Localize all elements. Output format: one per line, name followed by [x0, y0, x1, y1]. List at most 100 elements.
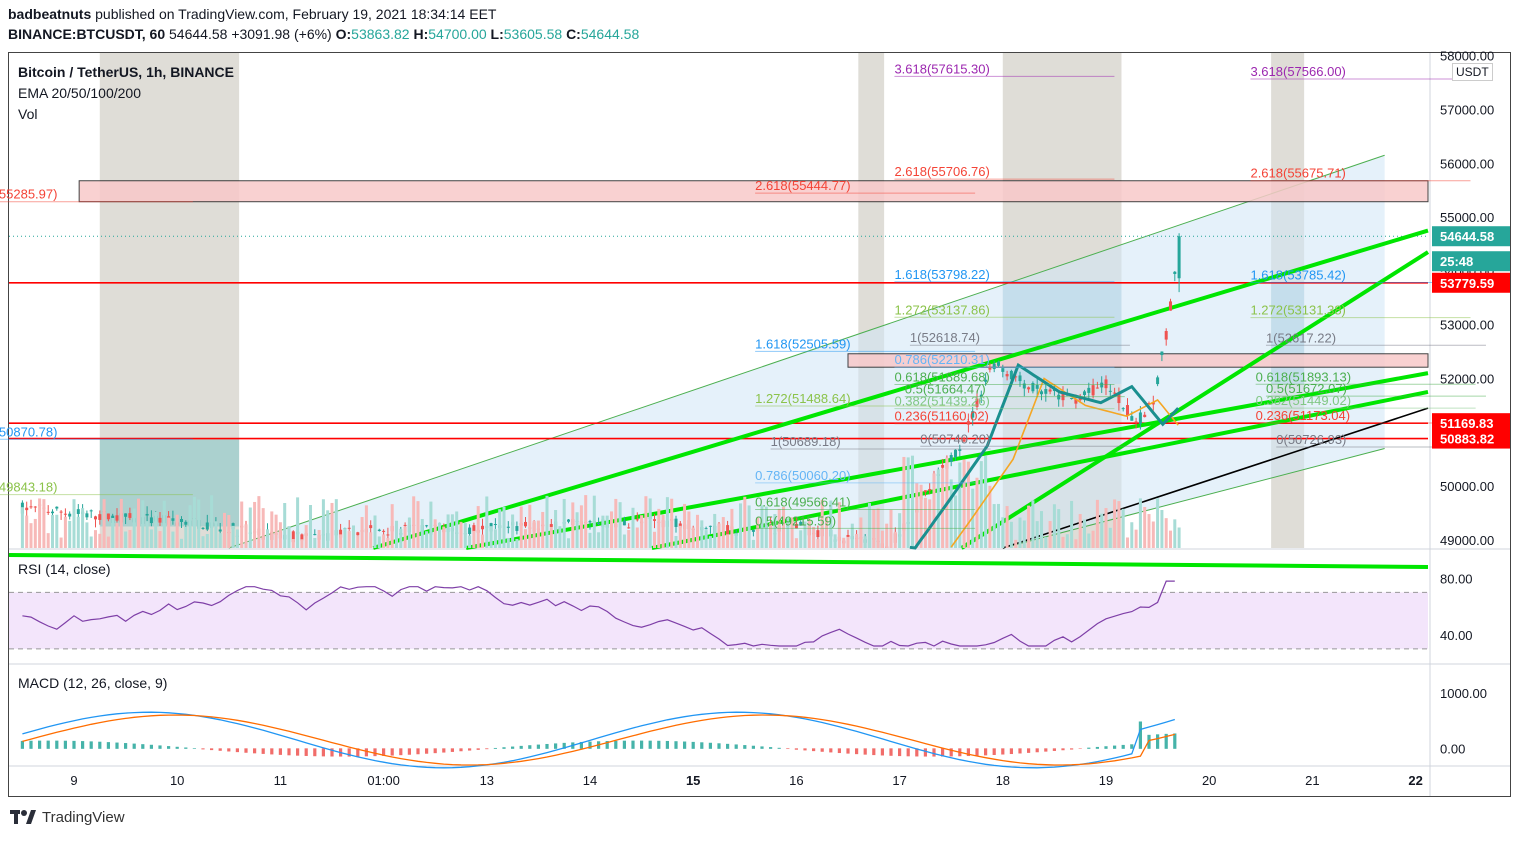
volume-bar — [420, 518, 424, 548]
volume-bar — [162, 500, 166, 548]
macd-histogram-bar — [1156, 734, 1160, 749]
ema-legend[interactable]: EMA 20/50/100/200 — [18, 85, 141, 101]
trend-line — [651, 390, 1429, 550]
candle-body — [377, 529, 381, 531]
volume-bar — [880, 530, 884, 548]
volume-bar — [545, 495, 549, 548]
fib-level-label: 0.618(49566.41) — [755, 494, 850, 509]
fib-level-label: 3.618(57566.00) — [1250, 64, 1345, 79]
candle-body — [93, 516, 98, 520]
volume-bar — [992, 504, 996, 548]
macd-histogram-bar — [657, 740, 661, 749]
macd-histogram-bar — [511, 746, 515, 749]
volume-bar — [425, 531, 429, 548]
macd-histogram-bar — [1087, 747, 1091, 749]
price-tick-label: 57000.00 — [1440, 102, 1494, 117]
rsi-legend[interactable]: RSI (14, close) — [18, 561, 111, 577]
volume-bar — [429, 501, 433, 548]
fib-level-label: 1.272(51488.64) — [755, 391, 850, 406]
candle-body — [622, 520, 626, 526]
volume-bar — [867, 503, 872, 548]
candle-body — [588, 521, 592, 523]
fib-level-label: 1.618(53798.22) — [894, 267, 989, 282]
macd-histogram-bar — [382, 748, 386, 756]
time-tick-label: 16 — [789, 773, 803, 788]
volume-bar — [317, 529, 321, 548]
macd-histogram-bar — [278, 748, 282, 755]
candle-body — [971, 411, 975, 418]
macd-histogram-bar — [390, 748, 394, 756]
volume-bar — [652, 531, 657, 548]
volume-bar — [231, 525, 235, 548]
candle-body — [68, 513, 72, 517]
candle-body — [171, 518, 175, 521]
volume-bar — [343, 528, 347, 548]
volume-bar — [773, 514, 777, 548]
volume-bar — [756, 517, 760, 548]
volume-bar — [502, 506, 506, 548]
candle-body — [403, 524, 407, 526]
macd-histogram-bar — [192, 748, 196, 749]
fib-level-label: 2.618(55706.76) — [894, 164, 989, 179]
candle-body — [941, 464, 945, 468]
candle-body — [1091, 385, 1095, 396]
volume-bar — [68, 520, 72, 548]
macd-tick-label: 0.00 — [1440, 741, 1465, 756]
fib-level-label: 0.786(50060.20) — [755, 468, 850, 483]
candle-body — [85, 513, 89, 518]
candle-body — [979, 394, 983, 397]
macd-histogram-bar — [106, 742, 110, 749]
volume-bar — [751, 539, 755, 548]
volume-bar — [1001, 517, 1005, 548]
volume-bar — [72, 499, 76, 548]
volume-bar — [89, 536, 93, 548]
volume-bar — [1160, 510, 1164, 548]
volume-bar — [416, 501, 420, 548]
volume-bar — [1087, 533, 1091, 548]
macd-histogram-bar — [468, 748, 472, 751]
candle-body — [115, 515, 119, 521]
volume-bar — [377, 536, 381, 548]
macd-legend[interactable]: MACD (12, 26, close, 9) — [18, 675, 168, 691]
candle-body — [201, 527, 205, 529]
candle-body — [1044, 389, 1048, 394]
volume-bar — [1125, 537, 1130, 548]
fib-level-label: 2.618(55444.77) — [755, 178, 850, 193]
volume-legend[interactable]: Vol — [18, 106, 38, 122]
chart-frame[interactable] — [8, 52, 1511, 797]
macd-histogram-bar — [20, 740, 24, 749]
candle-body — [339, 529, 343, 538]
macd-histogram-bar — [898, 748, 902, 757]
volume-bar — [210, 495, 214, 548]
volume-bar — [678, 525, 682, 548]
volume-bar — [713, 513, 717, 548]
candle-body — [468, 527, 472, 535]
volume-bar — [1031, 500, 1035, 548]
candle-body — [506, 526, 510, 528]
volume-bar — [966, 461, 970, 548]
macd-histogram-bar — [1052, 748, 1056, 751]
candle-body — [627, 527, 631, 529]
macd-histogram-bar — [992, 748, 996, 755]
macd-histogram-bar — [734, 744, 738, 749]
volume-bar — [781, 506, 786, 548]
candle-body — [988, 367, 992, 370]
volume-bar — [953, 495, 958, 548]
volume-bar — [898, 513, 902, 548]
volume-bar — [562, 498, 566, 548]
volume-bar — [1078, 514, 1082, 548]
fib-level-label: 618(55285.97) — [0, 187, 57, 202]
time-tick-label: 15 — [686, 773, 700, 788]
volume-bar — [958, 462, 962, 548]
volume-bar — [932, 473, 936, 548]
volume-bar — [42, 499, 46, 548]
footer-brand[interactable]: TradingView — [10, 808, 125, 826]
publisher-name[interactable]: badbeatnuts — [8, 6, 92, 22]
candle-body — [369, 525, 373, 529]
time-tick-label: 11 — [274, 773, 288, 788]
macd-histogram-bar — [923, 748, 927, 757]
candle-body — [846, 534, 850, 538]
volume-bar — [253, 501, 257, 548]
macd-histogram-bar — [399, 748, 403, 756]
